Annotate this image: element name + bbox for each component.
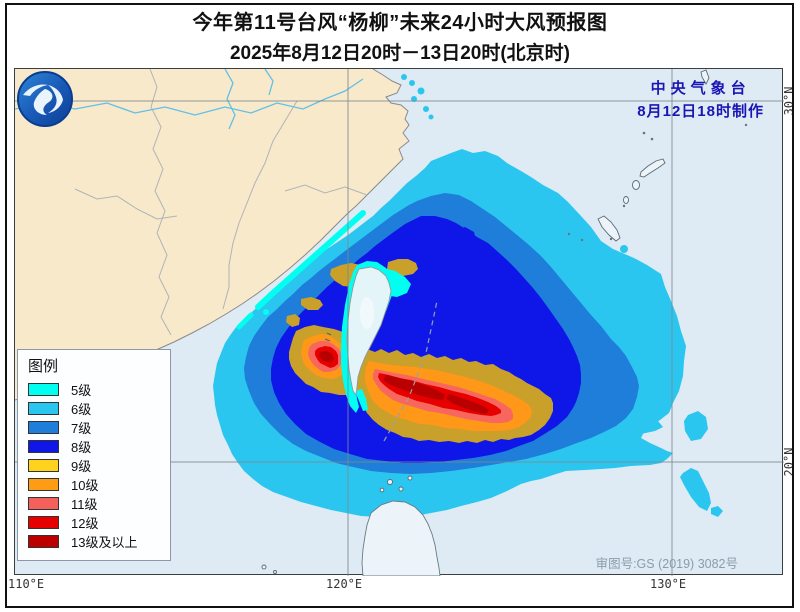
lat-label-30N: 30°N [782, 86, 796, 116]
map-canvas [15, 69, 784, 576]
agency-credit: 中央气象台 8月12日18时制作 [637, 77, 764, 121]
legend-row-7: 7级 [28, 418, 170, 437]
mainland-china-landmass [15, 69, 410, 401]
legend-row-9: 9级 [28, 456, 170, 475]
legend-swatch-10 [28, 478, 59, 491]
map-subtitle-validity-time: 2025年8月12日20时－13日20时(北京时) [229, 43, 571, 64]
legend-swatch-8 [28, 440, 59, 453]
province-boundaries [74, 69, 368, 336]
wind-level-13-area [319, 351, 489, 414]
issue-time: 8月12日18时制作 [637, 103, 764, 120]
legend-swatch-9 [28, 459, 59, 472]
title-block: 今年第11号台风“杨柳”未来24小时大风预报图 2025年8月12日20时－13… [0, 6, 800, 65]
legend-swatch-11 [28, 497, 59, 510]
penghu-islands [324, 332, 332, 342]
legend-row-12: 12级 [28, 513, 170, 532]
legend-swatch-6 [28, 402, 59, 415]
legend-swatch-12 [28, 516, 59, 529]
ryukyu-islands [567, 69, 748, 242]
taiwan-island [346, 266, 392, 397]
lon-label-120E: 120°E [326, 577, 363, 591]
legend-row-11: 11级 [28, 494, 170, 513]
legend-swatch-5 [28, 383, 59, 396]
map-approval-number: 审图号:GS (2019) 3082号 [595, 557, 738, 571]
lon-label-130E: 130°E [650, 577, 687, 591]
legend-swatch-7 [28, 421, 59, 434]
legend-box: 图例 5级 6级 7级 8级 9级 10级 11级 12级 13级及以上 [17, 349, 171, 561]
lat-label-20N: 20°N [782, 447, 796, 477]
legend-row-10: 10级 [28, 475, 170, 494]
map-title: 今年第11号台风“杨柳”未来24小时大风预报图 [192, 12, 608, 34]
legend-row-13plus: 13级及以上 [28, 532, 170, 551]
lon-label-110E: 110°E [8, 577, 45, 591]
legend-swatch-13plus [28, 535, 59, 548]
legend-row-8: 8级 [28, 437, 170, 456]
luzon-island [261, 475, 441, 576]
legend-row-5: 5级 [28, 380, 170, 399]
legend-title: 图例 [28, 358, 59, 375]
typhoon-track-line [383, 300, 438, 442]
agency-name: 中央气象台 [650, 80, 751, 97]
cma-logo-icon [17, 71, 73, 127]
legend-row-6: 6级 [28, 399, 170, 418]
